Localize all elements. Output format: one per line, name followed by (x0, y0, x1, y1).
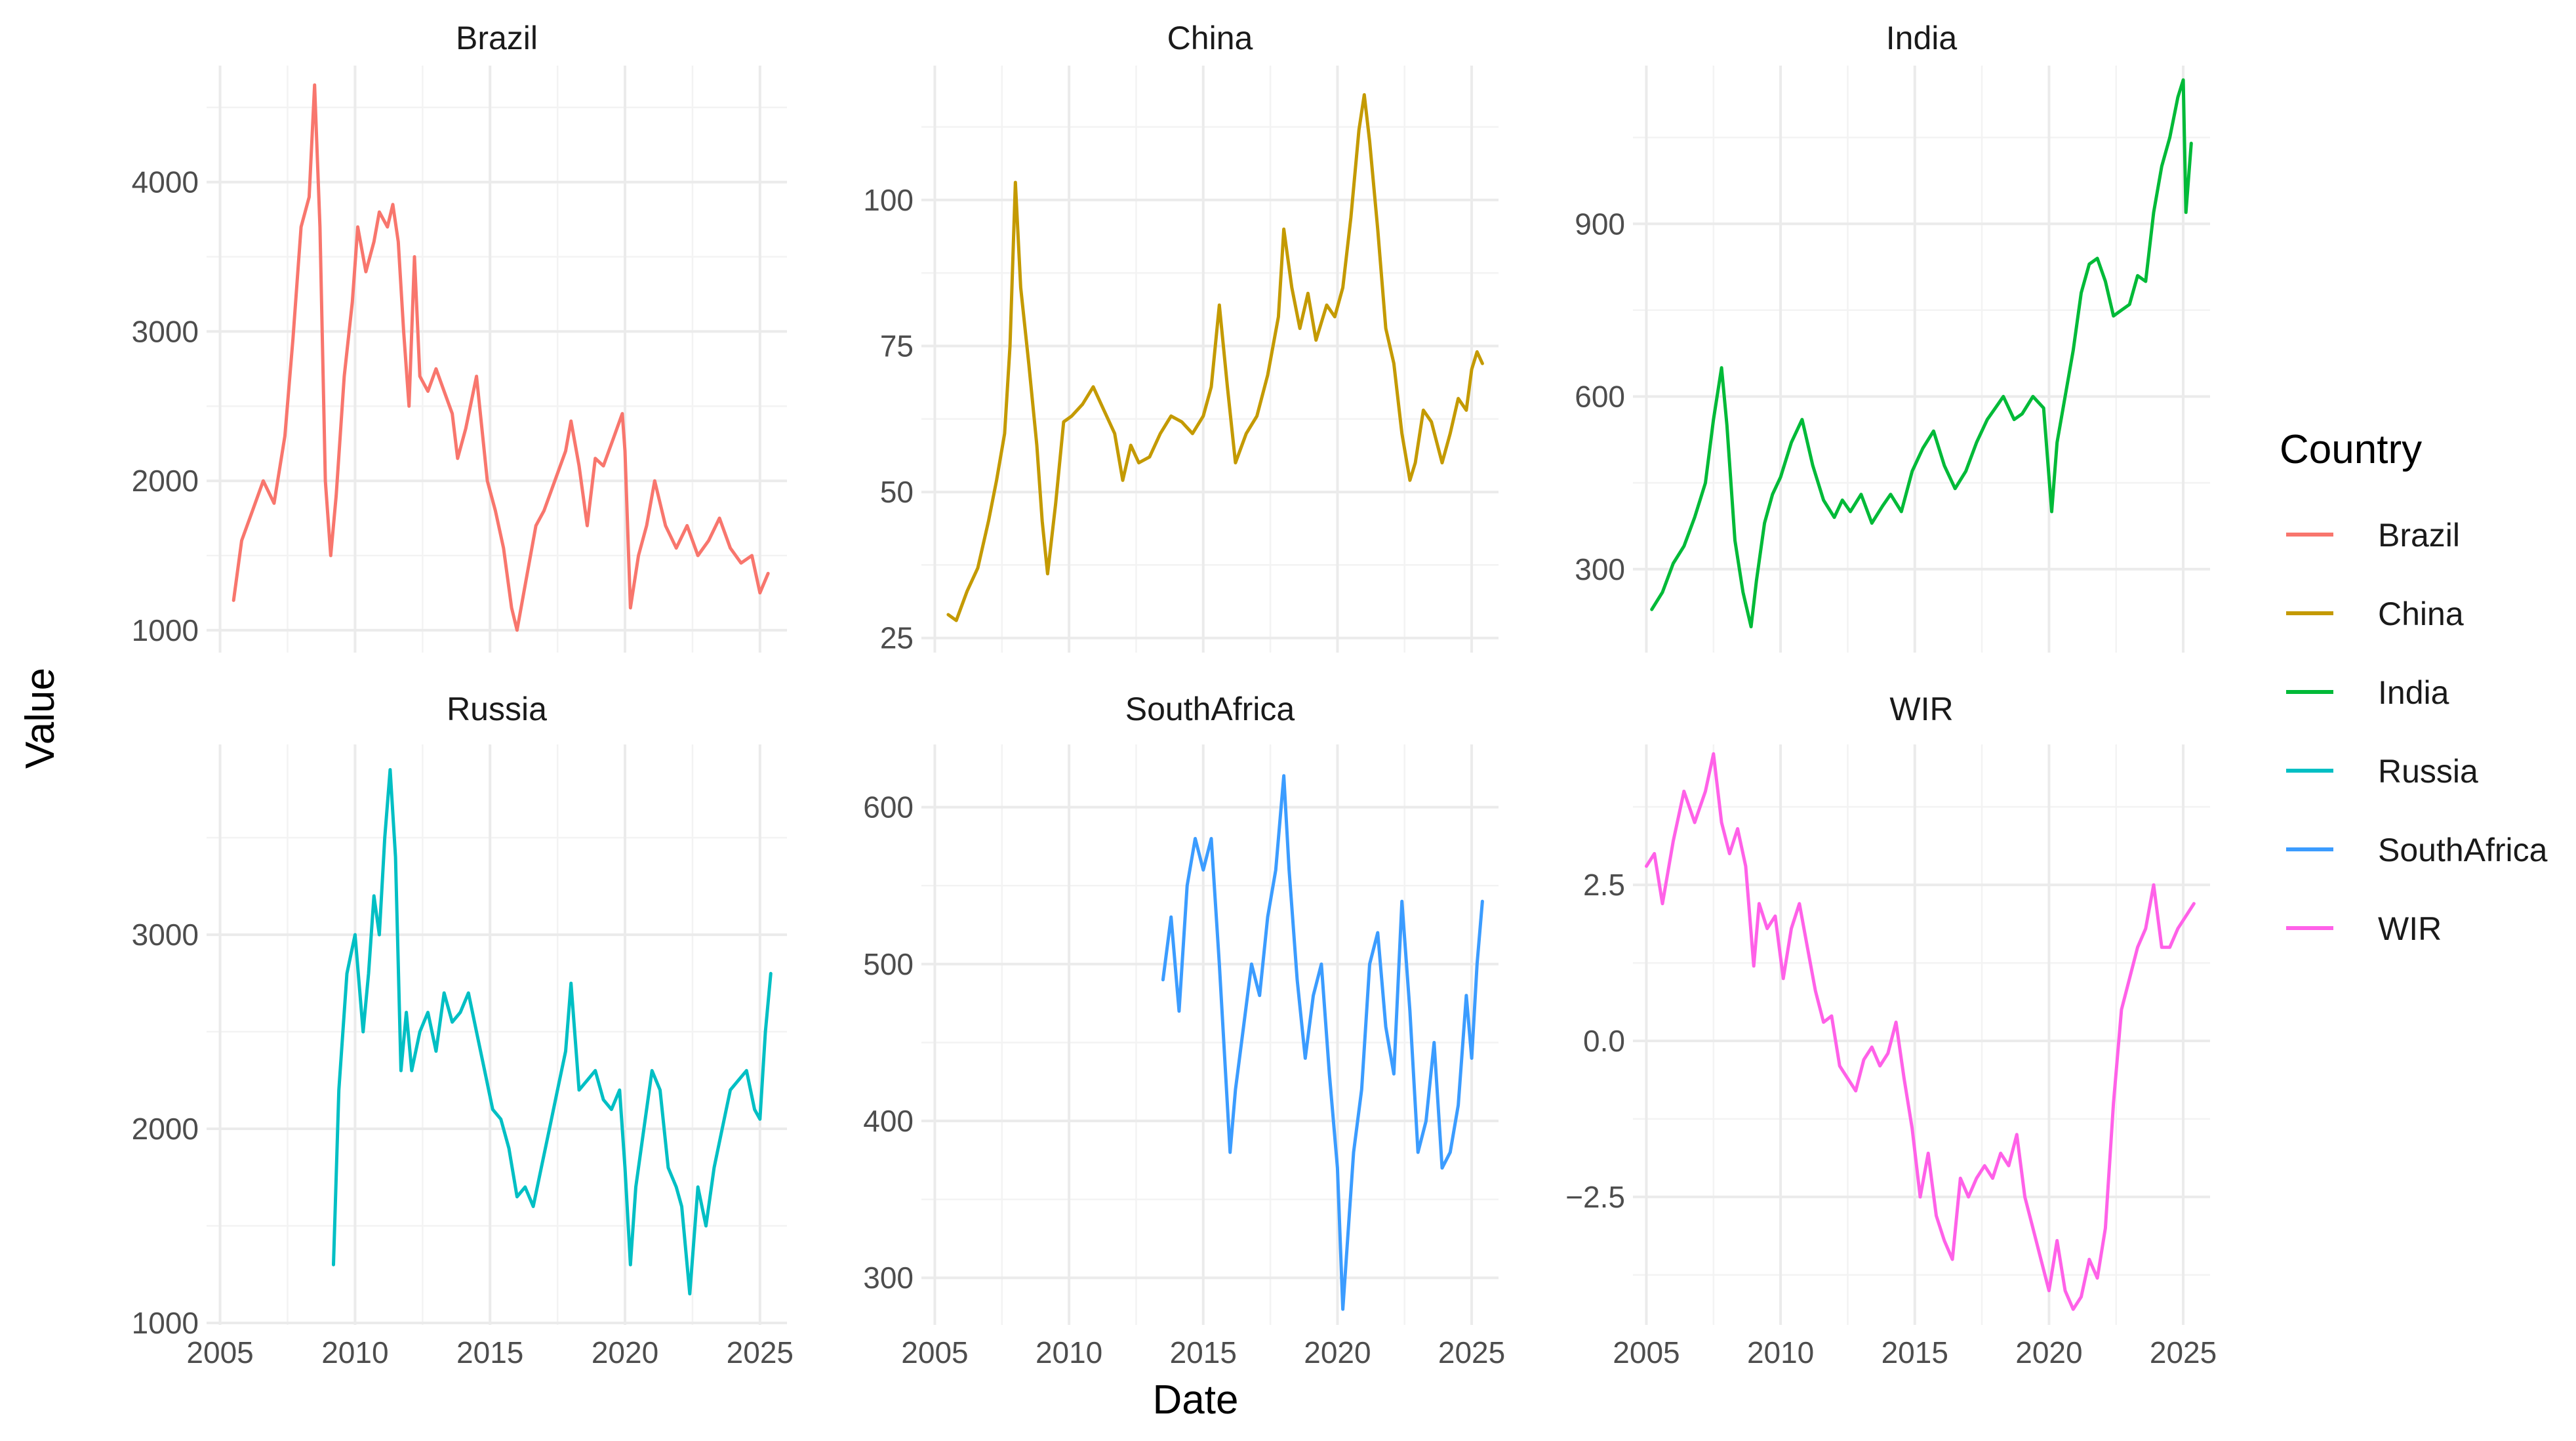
y-tick-label: 50 (880, 475, 914, 509)
y-tick-label: 2000 (132, 1112, 199, 1146)
panel-russia: 2005 2010 2015 2020 2025 1000 2000 3000 Russia (132, 691, 794, 1370)
panel-title-russia: Russia (447, 691, 547, 727)
panel-title-wir: WIR (1889, 691, 1953, 727)
legend-label-china: China (2378, 596, 2464, 632)
y-tick-label: 3000 (132, 314, 199, 348)
series-line-wir (1645, 752, 2196, 1311)
panel-india: 300 600 900 India (1575, 20, 2210, 653)
y-tick-label: 0.0 (1583, 1024, 1625, 1058)
x-tick-label: 2010 (1747, 1335, 1814, 1370)
legend-item-india: India (2286, 674, 2449, 711)
panel-title-southafrica: SouthAfrica (1125, 691, 1295, 727)
panel-title-china: China (1167, 20, 1253, 56)
x-tick-label: 2010 (1036, 1335, 1102, 1370)
y-tick-label: 400 (863, 1104, 914, 1138)
y-tick-label: 300 (1575, 552, 1625, 586)
x-tick-label: 2025 (1438, 1335, 1505, 1370)
legend: Country Brazil China India Russia SouthAfric… (2280, 427, 2548, 947)
legend-item-brazil: Brazil (2286, 517, 2460, 554)
y-tick-label: 2000 (132, 464, 199, 498)
series-line-southafrica (1161, 774, 1484, 1311)
legend-label-brazil: Brazil (2378, 517, 2460, 554)
legend-item-southafrica: SouthAfrica (2286, 832, 2548, 868)
series-line-china (946, 93, 1484, 622)
legend-label-wir: WIR (2378, 910, 2442, 947)
series-line-brazil (231, 83, 770, 632)
y-tick-label: 25 (880, 621, 914, 655)
y-tick-label: 2.5 (1583, 868, 1625, 902)
panel-southafrica: 2005 2010 2015 2020 2025 300 400 500 600 SouthAfr… (863, 691, 1505, 1370)
legend-label-southafrica: SouthAfrica (2378, 832, 2548, 868)
x-tick-label: 2025 (727, 1335, 794, 1370)
y-tick-label: 1000 (132, 613, 199, 647)
y-axis-title: Value (18, 668, 63, 769)
x-tick-label: 2020 (592, 1335, 658, 1370)
y-tick-label: 900 (1575, 207, 1625, 241)
x-tick-label: 2020 (1304, 1335, 1371, 1370)
y-tick-label: 4000 (132, 165, 199, 199)
y-tick-label: 75 (880, 329, 914, 363)
y-tick-label: 600 (1575, 380, 1625, 414)
legend-label-india: India (2378, 674, 2449, 711)
x-tick-label: 2015 (456, 1335, 523, 1370)
panel-title-india: India (1886, 20, 1958, 56)
legend-item-russia: Russia (2286, 753, 2478, 790)
legend-items: Brazil China India Russia SouthAfrica WIR (2286, 517, 2548, 947)
panel-china: 25 50 75 100 China (863, 20, 1499, 655)
series-line-india (1650, 78, 2193, 628)
x-tick-label: 2015 (1170, 1335, 1237, 1370)
y-tick-label: 600 (863, 790, 914, 824)
y-tick-label: 3000 (132, 918, 199, 952)
y-tick-label: 100 (863, 183, 914, 217)
legend-title: Country (2280, 427, 2422, 472)
chart-panels: 1000 2000 3000 4000 Brazil 25 50 75 100 China 300 6… (132, 20, 2217, 1370)
y-tick-label: 1000 (132, 1306, 199, 1340)
y-tick-label: −2.5 (1565, 1180, 1625, 1214)
legend-label-russia: Russia (2378, 753, 2478, 790)
panel-brazil: 1000 2000 3000 4000 Brazil (132, 20, 787, 653)
x-tick-label: 2005 (901, 1335, 968, 1370)
x-tick-label: 2015 (1882, 1335, 1948, 1370)
x-tick-label: 2025 (2150, 1335, 2217, 1370)
y-tick-label: 500 (863, 947, 914, 981)
legend-item-china: China (2286, 596, 2464, 632)
legend-item-wir: WIR (2286, 910, 2442, 947)
x-tick-label: 2005 (1613, 1335, 1680, 1370)
x-tick-label: 2020 (2015, 1335, 2082, 1370)
x-tick-label: 2005 (186, 1335, 253, 1370)
panel-wir: 2005 2010 2015 2020 2025 −2.5 0.0 2.5 WIR (1565, 691, 2217, 1370)
panel-title-brazil: Brazil (456, 20, 538, 56)
series-line-russia (332, 768, 773, 1296)
x-tick-label: 2010 (321, 1335, 388, 1370)
y-tick-label: 300 (863, 1261, 914, 1295)
x-axis-title: Date (1153, 1377, 1239, 1423)
